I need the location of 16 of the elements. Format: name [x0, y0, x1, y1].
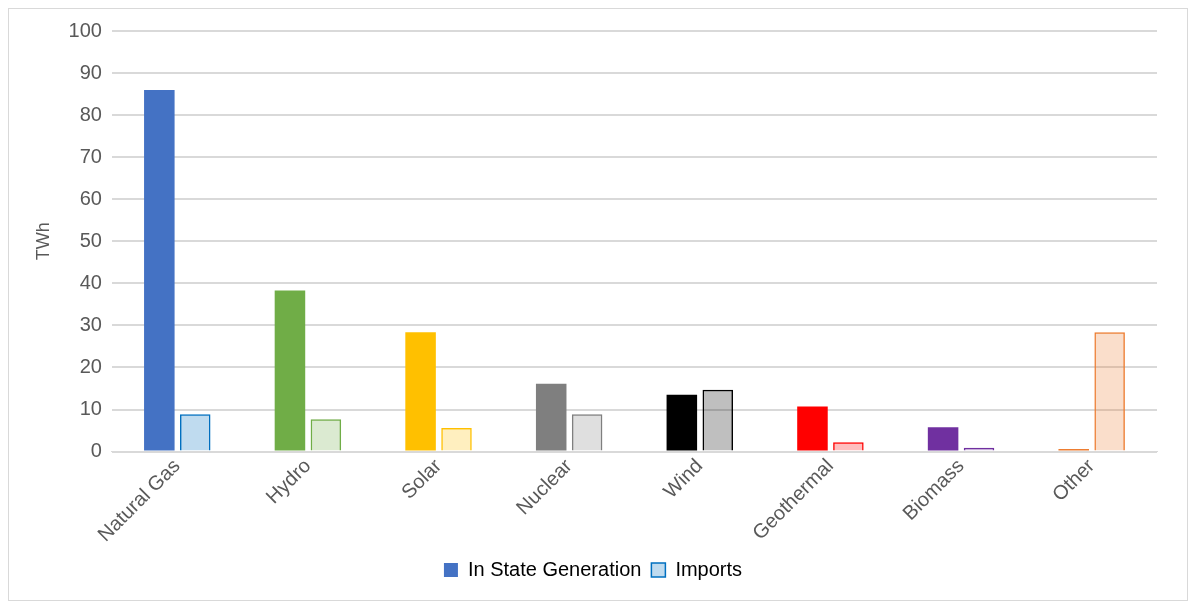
y-tick-label: 90 — [79, 60, 102, 83]
y-tick-label: 10 — [79, 397, 102, 420]
bar — [179, 414, 211, 451]
legend-label: In State Generation — [467, 557, 642, 580]
y-tick-label: 80 — [79, 102, 102, 125]
y-tick-label: 30 — [79, 312, 102, 335]
y-tick-label: 50 — [79, 228, 102, 251]
y-tick-label: 20 — [79, 354, 102, 377]
y-tick-label: 40 — [79, 270, 102, 293]
bar — [144, 89, 175, 451]
y-tick-label: 0 — [90, 439, 102, 462]
y-tick-label: 70 — [79, 144, 102, 167]
y-tick-label: 60 — [79, 186, 102, 209]
y-tick-label: 100 — [68, 18, 102, 41]
y-axis-title: TWh — [32, 222, 53, 261]
legend-label: Imports — [675, 557, 743, 580]
